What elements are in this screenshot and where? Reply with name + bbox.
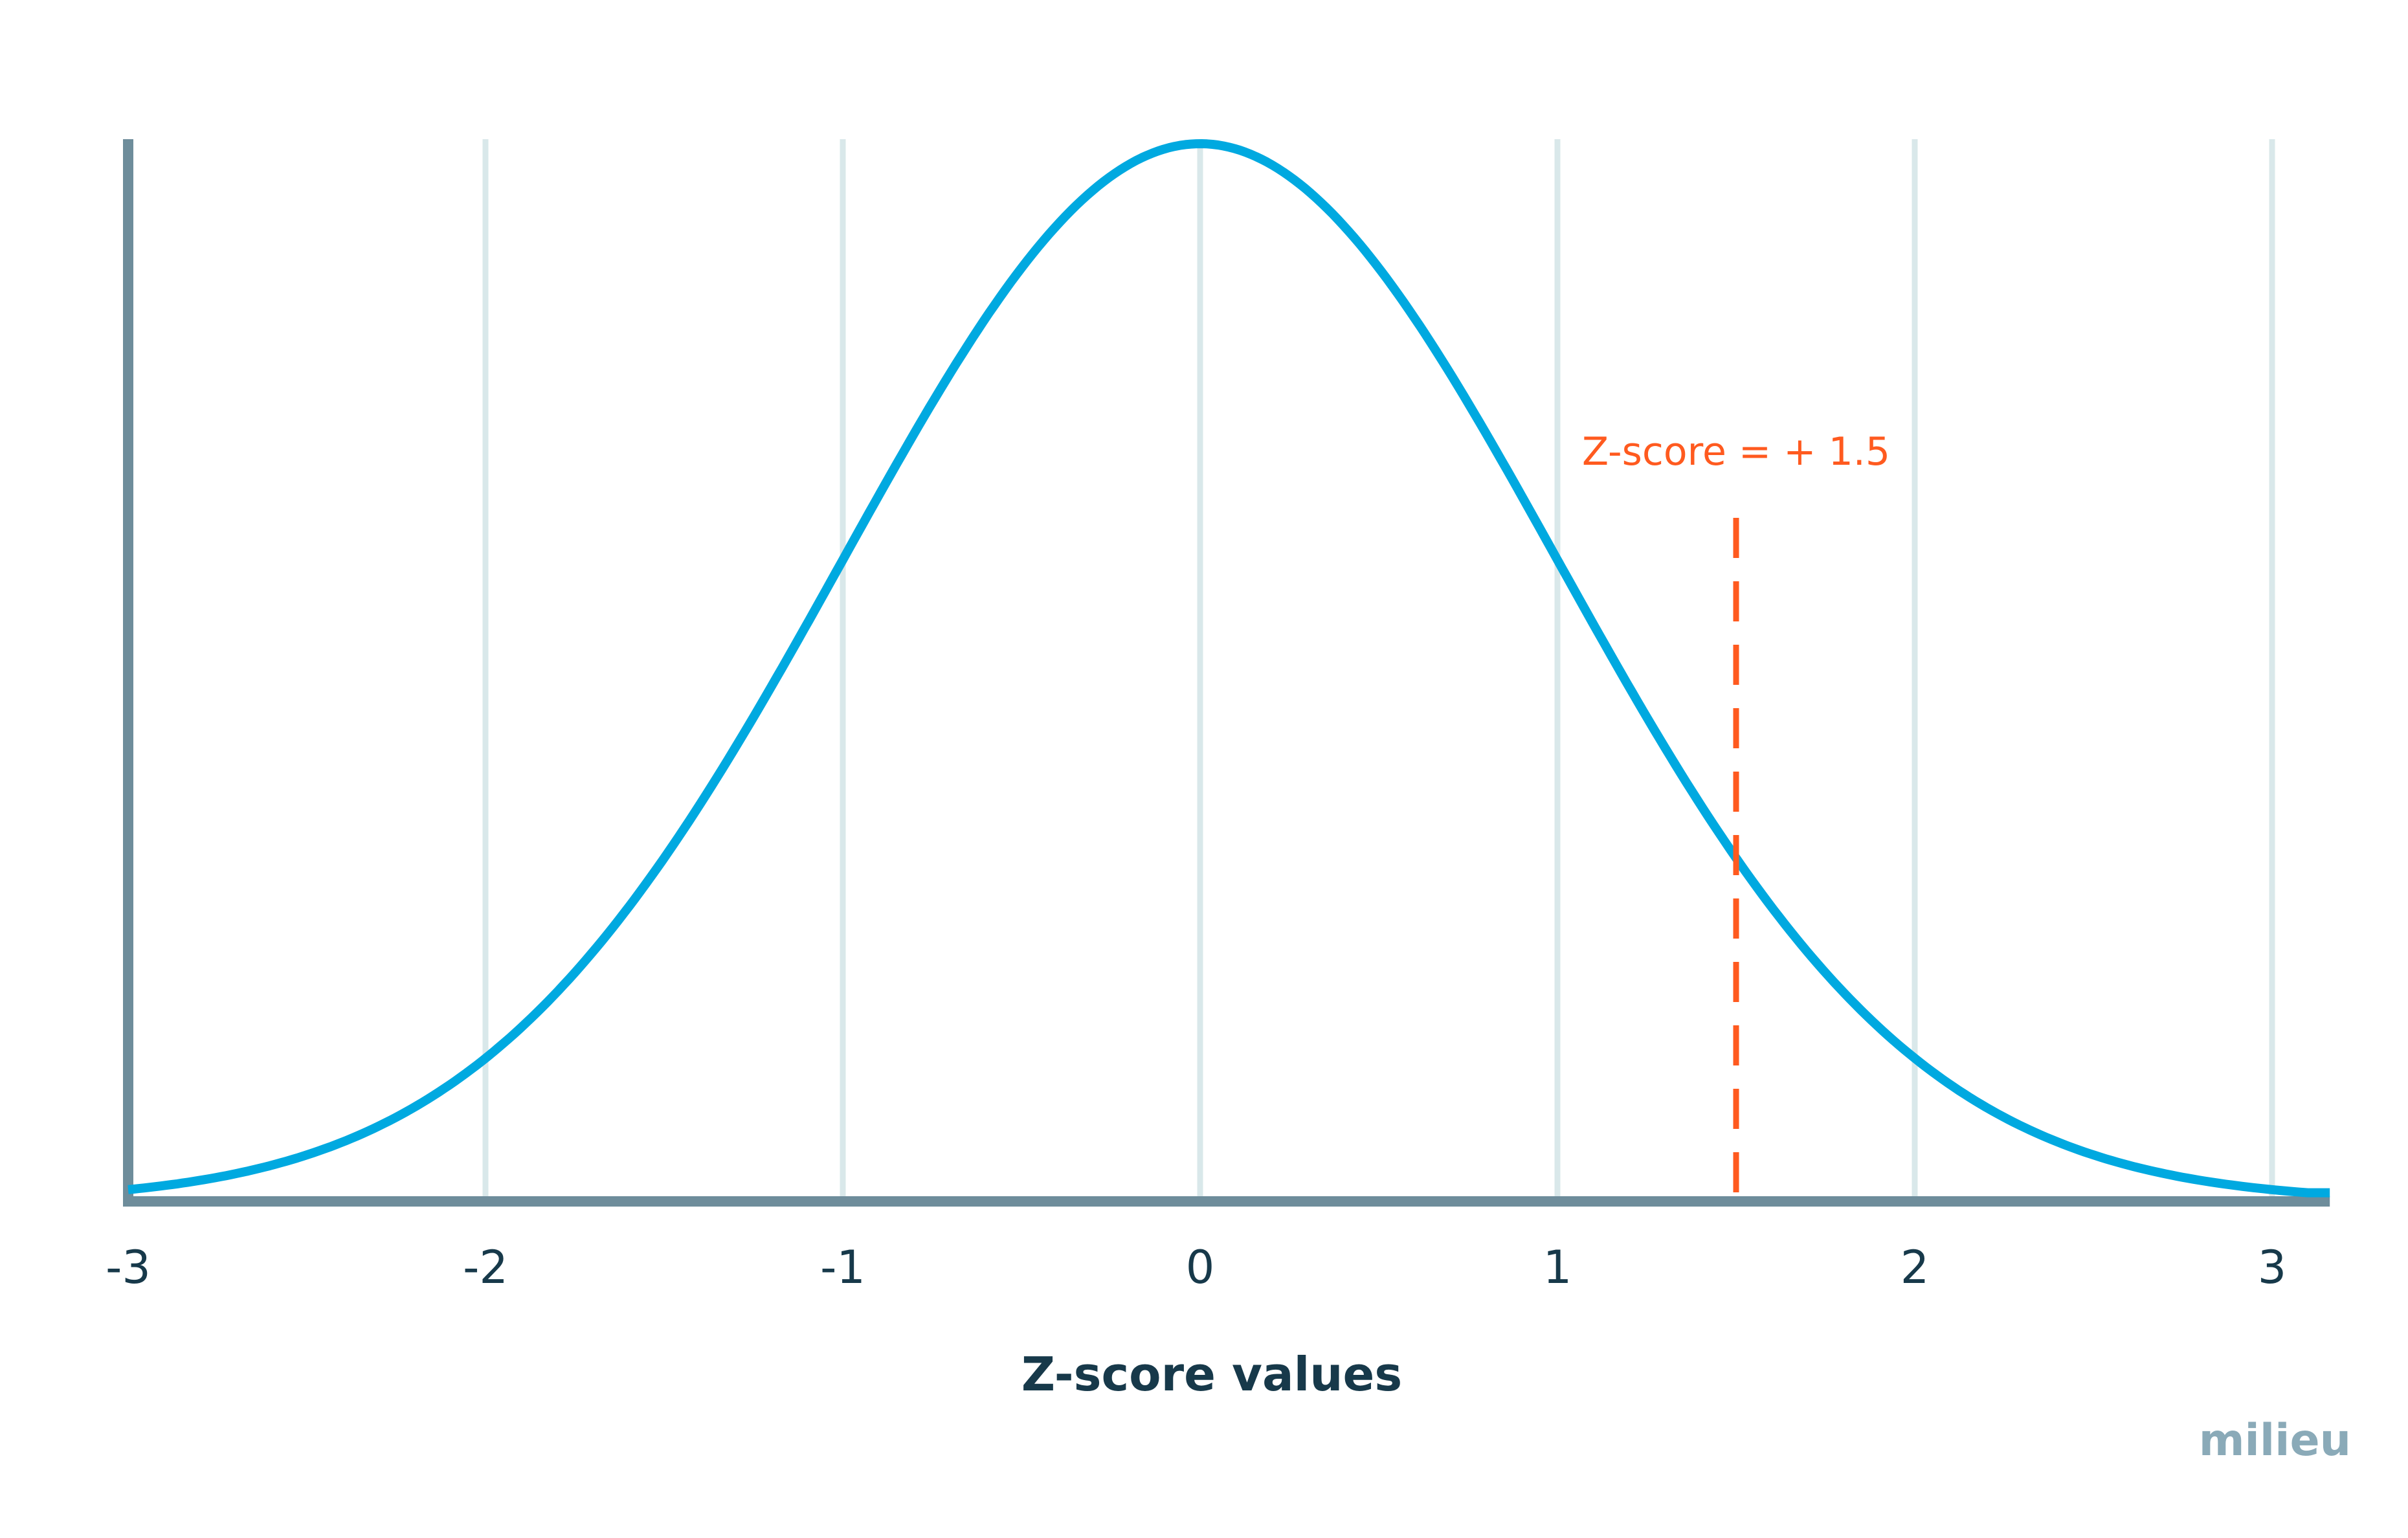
annotations: Z-score = + 1.5 <box>1582 429 1890 1196</box>
x-tick-label: -1 <box>820 1241 865 1294</box>
grid-lines <box>482 139 2275 1201</box>
curve-layer <box>128 139 2330 1198</box>
x-tick-label: -2 <box>463 1241 508 1294</box>
axes <box>123 139 2330 1207</box>
normal-curve-line <box>128 139 2330 1198</box>
x-tick-label: 1 <box>1543 1241 1572 1294</box>
milieu-logo: milieu <box>2199 1415 2351 1466</box>
x-tick-label: -3 <box>106 1241 151 1294</box>
x-tick-label: 2 <box>1901 1241 1930 1294</box>
z-score-marker-label: Z-score = + 1.5 <box>1582 429 1890 474</box>
x-axis-title: Z-score values <box>1021 1347 1402 1401</box>
x-tick-label: 0 <box>1186 1241 1215 1294</box>
x-tick-label: 3 <box>2258 1241 2287 1294</box>
x-tick-labels: -3 -2 -1 0 1 2 3 <box>106 1241 2286 1294</box>
